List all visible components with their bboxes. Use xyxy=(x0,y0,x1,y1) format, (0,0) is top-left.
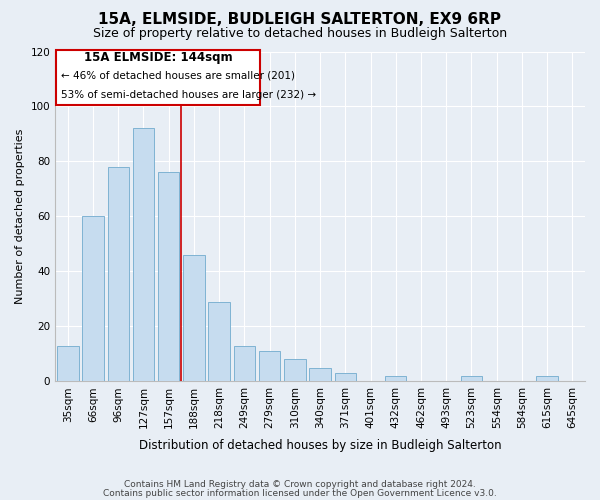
Bar xyxy=(158,172,179,382)
Text: Contains HM Land Registry data © Crown copyright and database right 2024.: Contains HM Land Registry data © Crown c… xyxy=(124,480,476,489)
Bar xyxy=(133,128,154,382)
Bar xyxy=(57,346,79,382)
Text: Size of property relative to detached houses in Budleigh Salterton: Size of property relative to detached ho… xyxy=(93,28,507,40)
Text: ← 46% of detached houses are smaller (201): ← 46% of detached houses are smaller (20… xyxy=(61,70,295,81)
Bar xyxy=(385,376,406,382)
Bar xyxy=(82,216,104,382)
Y-axis label: Number of detached properties: Number of detached properties xyxy=(15,129,25,304)
Bar xyxy=(335,373,356,382)
Bar xyxy=(284,360,305,382)
Bar xyxy=(536,376,558,382)
Bar xyxy=(233,346,255,382)
Bar xyxy=(107,167,129,382)
Bar xyxy=(310,368,331,382)
Text: 15A, ELMSIDE, BUDLEIGH SALTERTON, EX9 6RP: 15A, ELMSIDE, BUDLEIGH SALTERTON, EX9 6R… xyxy=(98,12,502,28)
Text: 53% of semi-detached houses are larger (232) →: 53% of semi-detached houses are larger (… xyxy=(61,90,317,100)
Text: 15A ELMSIDE: 144sqm: 15A ELMSIDE: 144sqm xyxy=(83,52,232,64)
Bar xyxy=(461,376,482,382)
Text: Contains public sector information licensed under the Open Government Licence v3: Contains public sector information licen… xyxy=(103,488,497,498)
X-axis label: Distribution of detached houses by size in Budleigh Salterton: Distribution of detached houses by size … xyxy=(139,440,502,452)
Bar xyxy=(208,302,230,382)
Bar xyxy=(259,351,280,382)
FancyBboxPatch shape xyxy=(56,50,260,105)
Bar xyxy=(183,255,205,382)
